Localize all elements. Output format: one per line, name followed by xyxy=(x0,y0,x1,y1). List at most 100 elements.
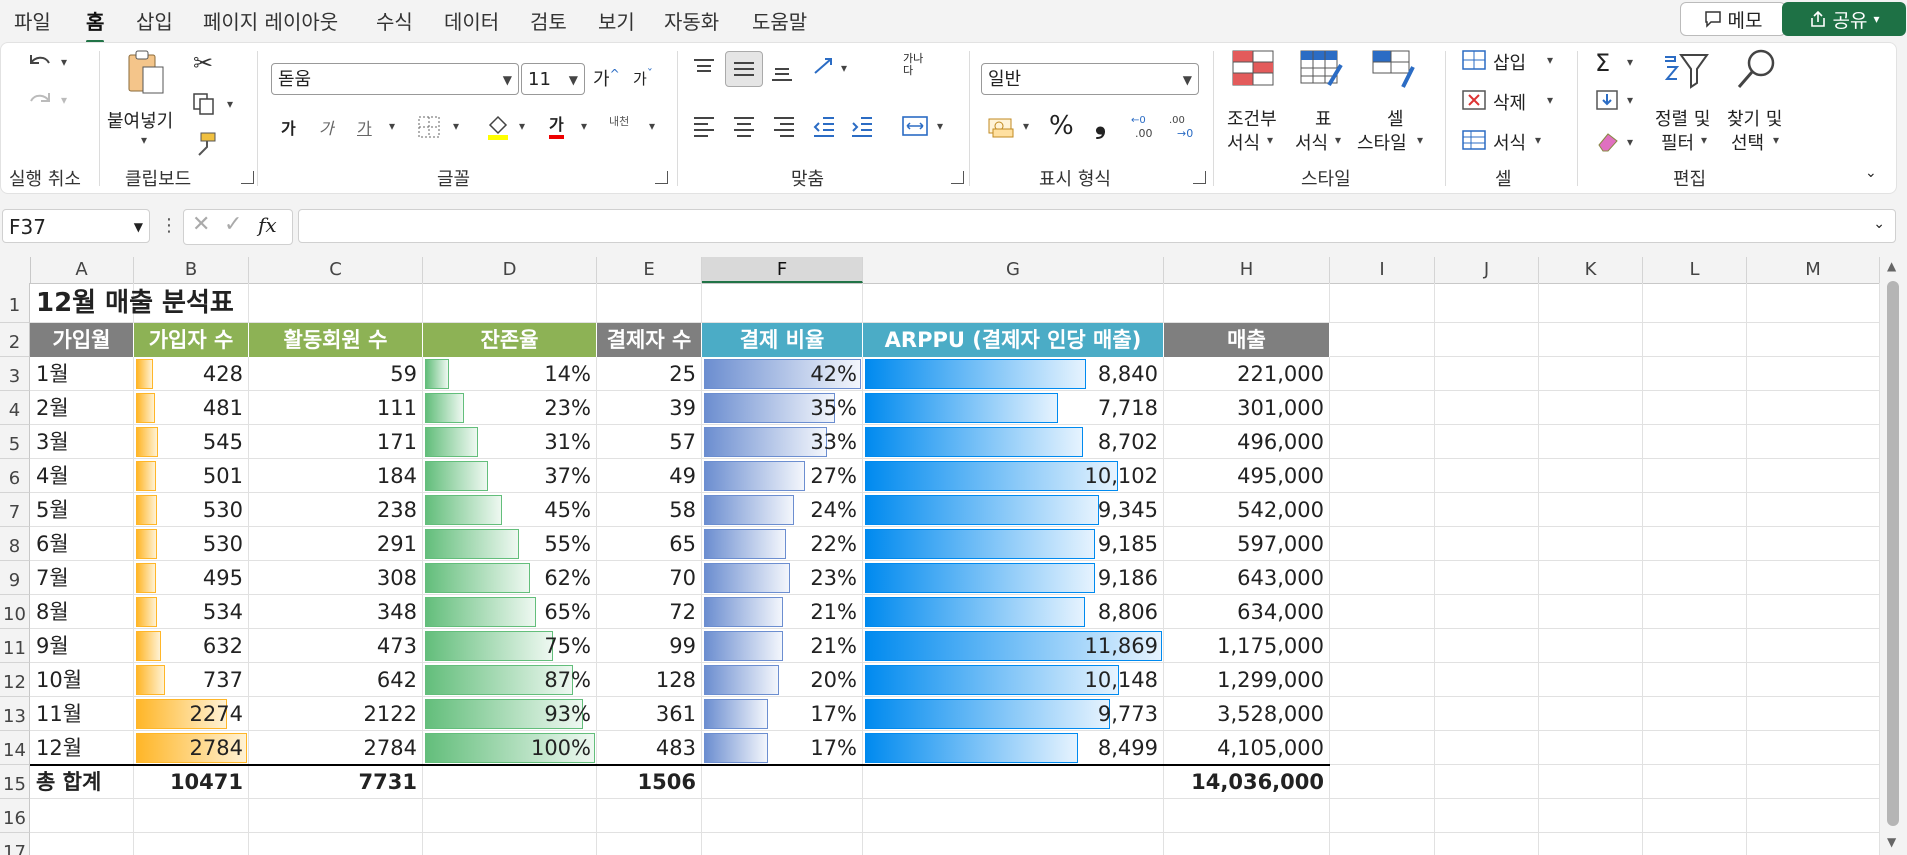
table-cell-retention[interactable]: 23% xyxy=(423,391,597,425)
table-header-cell[interactable]: 잔존율 xyxy=(423,323,597,357)
find-select-line2[interactable]: 선택 xyxy=(1731,133,1765,154)
merge-center-icon[interactable] xyxy=(901,115,929,137)
total-cell-active[interactable]: 7731 xyxy=(358,770,417,794)
table-cell-month[interactable]: 10월 xyxy=(30,663,134,697)
scroll-up-icon[interactable]: ▲ xyxy=(1887,259,1897,273)
table-header-cell[interactable]: 매출 xyxy=(1164,323,1330,357)
total-cell-label[interactable]: 총 합계 xyxy=(36,770,102,794)
autosum-icon[interactable]: Σ xyxy=(1595,49,1611,77)
chevron-down-icon[interactable]: ▾ xyxy=(453,119,460,133)
table-cell-retention[interactable]: 31% xyxy=(423,425,597,459)
table-cell-payers[interactable]: 99 xyxy=(597,629,702,663)
row-header-11[interactable]: 11 xyxy=(0,629,30,663)
table-cell-month[interactable]: 2월 xyxy=(30,391,134,425)
table-cell-revenue[interactable]: 1,175,000 xyxy=(1164,629,1330,663)
table-cell-signups[interactable]: 737 xyxy=(134,663,249,697)
chevron-down-icon[interactable]: ▾ xyxy=(841,61,848,75)
fill-icon[interactable] xyxy=(1595,89,1621,111)
chevron-down-icon[interactable]: ▾ xyxy=(141,133,148,147)
chevron-down-icon[interactable]: ▾ xyxy=(1535,133,1542,147)
align-bottom-icon[interactable] xyxy=(769,61,795,83)
comments-button[interactable]: 메모 xyxy=(1680,2,1786,36)
font-color-button[interactable]: 가 xyxy=(549,111,564,139)
table-cell-month[interactable]: 11월 xyxy=(30,697,134,731)
fill-color-icon[interactable] xyxy=(485,113,511,141)
insert-cells-icon[interactable] xyxy=(1461,49,1487,71)
expand-formula-icon[interactable]: ⌄ xyxy=(1873,216,1885,232)
total-cell-payers[interactable]: 1506 xyxy=(637,770,696,794)
table-header-cell[interactable]: 결제 비율 xyxy=(702,323,863,357)
conditional-formatting-line2[interactable]: 서식 xyxy=(1227,133,1261,154)
table-cell-pay_ratio[interactable]: 21% xyxy=(702,629,863,663)
chevron-down-icon[interactable]: ▾ xyxy=(1627,55,1634,69)
copy-icon[interactable] xyxy=(191,91,217,117)
row-header-8[interactable]: 8 xyxy=(0,527,30,561)
chevron-down-icon[interactable]: ▾ xyxy=(581,119,588,133)
table-cell-arppu[interactable]: 9,186 xyxy=(863,561,1164,595)
row-header-7[interactable]: 7 xyxy=(0,493,30,527)
table-cell-signups[interactable]: 534 xyxy=(134,595,249,629)
table-cell-arppu[interactable]: 8,806 xyxy=(863,595,1164,629)
table-cell-signups[interactable]: 2784 xyxy=(134,731,249,765)
row-header-16[interactable]: 16 xyxy=(0,799,30,833)
table-cell-active[interactable]: 59 xyxy=(249,357,423,391)
chevron-down-icon[interactable]: ▾ xyxy=(1267,133,1274,147)
table-cell-retention[interactable]: 65% xyxy=(423,595,597,629)
sort-filter-line2[interactable]: 필터 xyxy=(1661,133,1695,154)
table-cell-arppu[interactable]: 9,345 xyxy=(863,493,1164,527)
increase-indent-icon[interactable] xyxy=(849,115,875,137)
table-cell-signups[interactable]: 545 xyxy=(134,425,249,459)
alignment-launcher-icon[interactable] xyxy=(951,171,964,184)
table-cell-active[interactable]: 111 xyxy=(249,391,423,425)
row-header-14[interactable]: 14 xyxy=(0,731,30,765)
chevron-down-icon[interactable]: ▾ xyxy=(937,119,944,133)
table-cell-signups[interactable]: 481 xyxy=(134,391,249,425)
table-cell-payers[interactable]: 72 xyxy=(597,595,702,629)
conditional-formatting-icon[interactable] xyxy=(1231,49,1275,89)
vertical-scrollbar[interactable]: ▲ ▼ xyxy=(1880,257,1907,855)
table-cell-payers[interactable]: 25 xyxy=(597,357,702,391)
table-cell-retention[interactable]: 93% xyxy=(423,697,597,731)
row-header-9[interactable]: 9 xyxy=(0,561,30,595)
table-cell-active[interactable]: 171 xyxy=(249,425,423,459)
comma-style-icon[interactable]: ❟ xyxy=(1095,107,1106,140)
table-cell-pay_ratio[interactable]: 23% xyxy=(702,561,863,595)
tab-home[interactable]: 홈 xyxy=(86,6,105,43)
table-cell-revenue[interactable]: 3,528,000 xyxy=(1164,697,1330,731)
table-cell-retention[interactable]: 62% xyxy=(423,561,597,595)
column-header-m[interactable]: M xyxy=(1747,257,1880,283)
font-launcher-icon[interactable] xyxy=(655,171,668,184)
table-cell-month[interactable]: 8월 xyxy=(30,595,134,629)
table-cell-payers[interactable]: 65 xyxy=(597,527,702,561)
table-cell-revenue[interactable]: 4,105,000 xyxy=(1164,731,1330,765)
tab-data[interactable]: 데이터 xyxy=(444,10,500,34)
tab-insert[interactable]: 삽입 xyxy=(136,10,173,34)
accounting-format-icon[interactable] xyxy=(987,115,1015,139)
chevron-down-icon[interactable]: ▾ xyxy=(649,119,656,133)
table-cell-payers[interactable]: 57 xyxy=(597,425,702,459)
align-left-icon[interactable] xyxy=(691,115,717,137)
find-select-icon[interactable] xyxy=(1735,47,1779,93)
table-header-cell[interactable]: 가입월 xyxy=(30,323,134,357)
table-cell-revenue[interactable]: 1,299,000 xyxy=(1164,663,1330,697)
number-launcher-icon[interactable] xyxy=(1193,171,1206,184)
chevron-down-icon[interactable]: ▾ xyxy=(61,55,68,69)
font-size-combo[interactable]: 11 ▼ xyxy=(521,63,585,95)
chevron-down-icon[interactable]: ▾ xyxy=(227,97,234,111)
more-options-icon[interactable]: ⋮ xyxy=(160,215,178,236)
cell-styles-line1[interactable]: 셀 xyxy=(1387,109,1404,130)
chevron-down-icon[interactable]: ▾ xyxy=(61,93,68,107)
tab-review[interactable]: 검토 xyxy=(530,10,567,34)
table-cell-arppu[interactable]: 10,148 xyxy=(863,663,1164,697)
table-cell-arppu[interactable]: 9,773 xyxy=(863,697,1164,731)
column-header-j[interactable]: J xyxy=(1435,257,1539,283)
row-header-17[interactable]: 17 xyxy=(0,833,30,855)
column-header-b[interactable]: B xyxy=(134,257,249,283)
chevron-down-icon[interactable]: ▾ xyxy=(1773,133,1780,147)
table-cell-revenue[interactable]: 301,000 xyxy=(1164,391,1330,425)
share-button[interactable]: 공유 ▾ xyxy=(1782,2,1906,36)
row-header-10[interactable]: 10 xyxy=(0,595,30,629)
align-top-icon[interactable] xyxy=(691,57,717,79)
tab-file[interactable]: 파일 xyxy=(14,10,51,34)
